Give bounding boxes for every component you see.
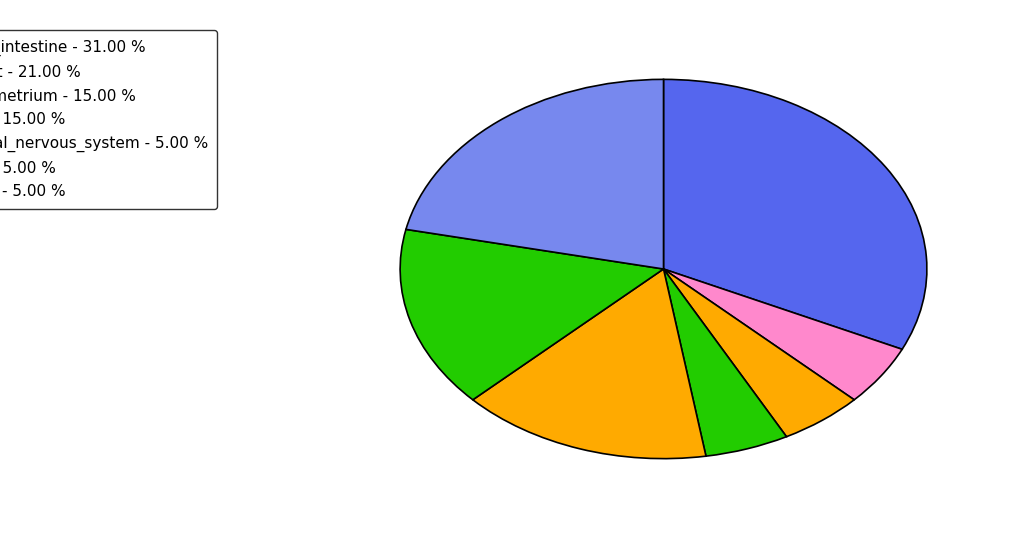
Wedge shape [664, 269, 903, 400]
Wedge shape [664, 269, 854, 437]
Legend: large_intestine - 31.00 %, breast - 21.00 %, endometrium - 15.00 %, lung - 15.00: large_intestine - 31.00 %, breast - 21.0… [0, 30, 217, 209]
Wedge shape [400, 229, 664, 400]
Wedge shape [664, 80, 927, 349]
Wedge shape [473, 269, 706, 458]
Wedge shape [406, 80, 664, 269]
Wedge shape [664, 269, 786, 456]
